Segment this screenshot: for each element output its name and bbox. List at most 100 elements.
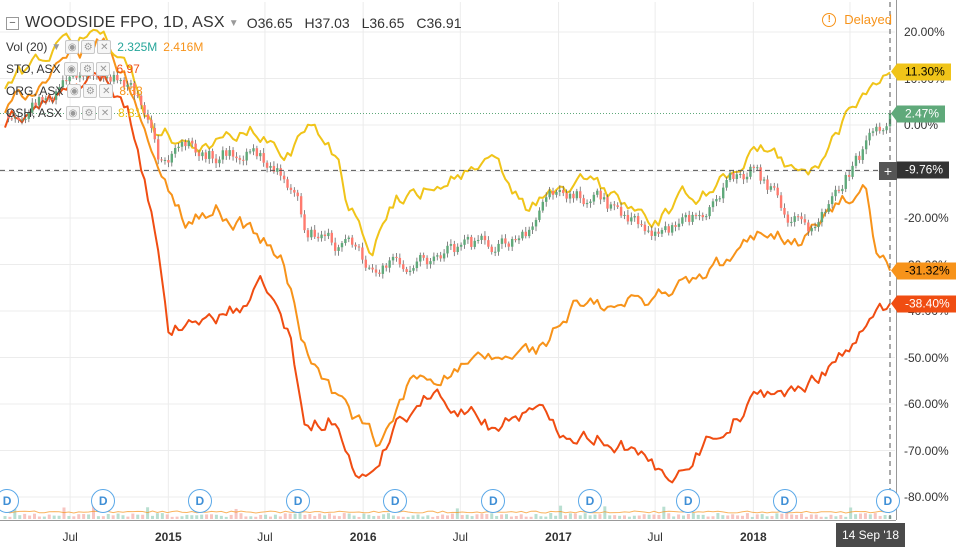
candle-body — [527, 229, 531, 237]
collapse-legend-icon[interactable]: − — [6, 16, 19, 30]
volume-bar — [47, 514, 51, 519]
volume-bar — [72, 516, 76, 519]
eye-icon[interactable]: ◉ — [66, 106, 81, 120]
reference-lines — [0, 2, 895, 519]
price-axis[interactable] — [896, 0, 962, 520]
candle-body — [269, 165, 272, 168]
candle-body — [745, 176, 749, 180]
candle-body — [7, 114, 10, 119]
settings-icon[interactable]: ⚙ — [80, 62, 95, 76]
candle-body — [562, 190, 565, 194]
close-icon[interactable]: ✕ — [98, 106, 113, 120]
candle-body — [306, 230, 310, 238]
chevron-down-icon[interactable]: ▼ — [51, 41, 62, 53]
candle-body — [531, 226, 534, 230]
dividend-marker[interactable]: D — [772, 489, 797, 513]
candle-body — [310, 229, 313, 238]
dividend-marker[interactable]: D — [187, 489, 212, 513]
eye-icon[interactable]: ◉ — [65, 40, 80, 54]
volume-bar — [780, 513, 784, 519]
candle-body — [320, 234, 323, 239]
candle-body — [436, 255, 439, 257]
osh-label[interactable]: OSH, ASX — [6, 106, 63, 120]
volume-bar — [33, 513, 36, 519]
dividend-marker[interactable]: D — [578, 489, 603, 513]
eye-icon[interactable]: ◉ — [64, 62, 79, 76]
close-icon[interactable]: ✕ — [97, 40, 112, 54]
volume-bar — [505, 514, 508, 519]
time-axis-tick: 2015 — [154, 530, 182, 544]
sto-value: 6.97 — [116, 62, 140, 76]
info-icon: ! — [822, 12, 837, 27]
candle-body — [218, 159, 221, 164]
settings-icon[interactable]: ⚙ — [83, 84, 98, 98]
candle-body — [150, 119, 153, 128]
volume-bar — [18, 515, 22, 519]
candle-body — [238, 158, 242, 160]
candle-body — [728, 173, 732, 180]
volume-bar — [598, 514, 602, 519]
symbol-title[interactable]: WOODSIDE FPO, 1D, ASX — [25, 14, 225, 31]
candle-body — [674, 225, 677, 227]
crosshair-plus-icon[interactable]: + — [879, 162, 897, 180]
candle-body — [633, 216, 636, 218]
volume-bar — [568, 513, 572, 519]
candle-body — [453, 244, 456, 253]
delayed-indicator[interactable]: ! Delayed — [822, 12, 892, 27]
candle-body — [350, 237, 354, 245]
candle-body — [105, 76, 109, 78]
candle-body — [623, 214, 626, 216]
volume-bar — [303, 514, 307, 519]
candle-body — [398, 257, 402, 265]
volume-bar — [819, 516, 823, 519]
dividend-marker[interactable]: D — [286, 489, 311, 513]
volume-bar — [62, 507, 66, 519]
volume-bar — [711, 516, 715, 519]
settings-icon[interactable]: ⚙ — [82, 106, 97, 120]
volume-bar — [337, 516, 341, 519]
dividend-marker[interactable]: D — [875, 489, 900, 513]
sto-label[interactable]: STO, ASX — [6, 62, 61, 76]
volume-bar — [686, 514, 690, 519]
candle-body — [766, 179, 769, 190]
candle-body — [565, 193, 568, 199]
candle-body — [830, 196, 834, 205]
settings-icon[interactable]: ⚙ — [81, 40, 96, 54]
time-axis[interactable] — [0, 520, 896, 551]
chevron-down-icon[interactable]: ▼ — [228, 17, 239, 29]
candle-body — [58, 87, 61, 92]
volume-bar — [313, 515, 317, 519]
volume-bar — [554, 515, 558, 519]
close-icon[interactable]: ✕ — [99, 84, 114, 98]
candle-body — [776, 187, 779, 196]
volume-bar — [785, 508, 789, 519]
volume-bar — [165, 514, 169, 519]
dividend-marker[interactable]: D — [91, 489, 116, 513]
volume-bar — [750, 516, 754, 519]
volume-bar — [475, 514, 479, 519]
candle-body — [402, 264, 405, 270]
candle-body — [524, 231, 527, 237]
candle-body — [715, 199, 718, 202]
volume-bar — [736, 515, 740, 519]
volume-bar — [657, 514, 661, 519]
dividend-marker[interactable]: D — [481, 489, 506, 513]
volume-bar — [328, 513, 331, 519]
volume-bar — [362, 513, 366, 519]
volume-bar — [106, 513, 110, 519]
org-label[interactable]: ORG, ASX — [6, 84, 64, 98]
dividend-marker[interactable]: D — [676, 489, 701, 513]
candle-body — [606, 197, 609, 209]
candle-body — [660, 230, 664, 234]
dividend-marker[interactable]: D — [0, 489, 20, 513]
close-icon[interactable]: ✕ — [96, 62, 111, 76]
candle-body — [711, 201, 715, 208]
candle-body — [54, 91, 58, 100]
eye-icon[interactable]: ◉ — [67, 84, 82, 98]
volume-label[interactable]: Vol (20) — [6, 40, 48, 54]
volume-bar — [662, 506, 666, 519]
volume-bar — [790, 514, 794, 519]
dividend-marker[interactable]: D — [383, 489, 408, 513]
candle-body — [14, 117, 17, 119]
candle-body — [405, 269, 408, 273]
